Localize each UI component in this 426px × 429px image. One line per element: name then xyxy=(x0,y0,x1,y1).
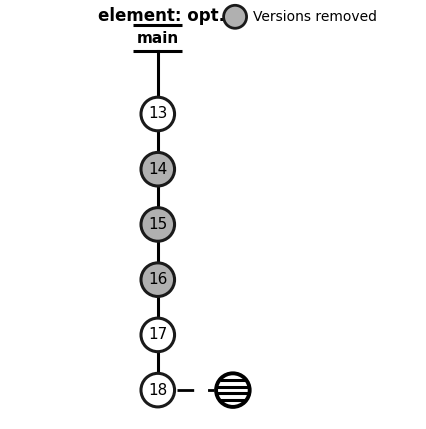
Circle shape xyxy=(141,318,175,352)
Circle shape xyxy=(216,373,250,407)
Circle shape xyxy=(224,5,247,28)
Circle shape xyxy=(141,208,175,241)
Text: 13: 13 xyxy=(148,106,167,121)
Text: main: main xyxy=(137,31,179,46)
Text: 16: 16 xyxy=(148,272,167,287)
Circle shape xyxy=(141,152,175,186)
Text: 15: 15 xyxy=(148,217,167,232)
Text: element: opt.c: element: opt.c xyxy=(98,6,235,24)
Text: 18: 18 xyxy=(148,383,167,398)
Text: 17: 17 xyxy=(148,327,167,342)
Circle shape xyxy=(141,263,175,296)
Text: Versions removed: Versions removed xyxy=(253,10,377,24)
Text: 14: 14 xyxy=(148,162,167,177)
Circle shape xyxy=(141,373,175,407)
Circle shape xyxy=(141,97,175,131)
